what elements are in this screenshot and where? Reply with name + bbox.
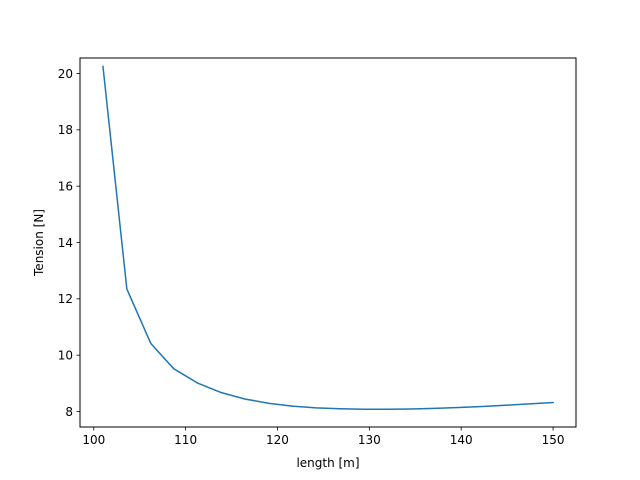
x-tick-label: 120 (266, 433, 289, 447)
plot-area (102, 65, 554, 410)
y-tick-label: 20 (58, 67, 73, 81)
x-axis-label: length [m] (296, 456, 359, 470)
series-line-0 (102, 65, 554, 410)
x-axis: 100 110 120 130 140 150 (82, 427, 564, 447)
y-tick-label: 18 (58, 123, 73, 137)
x-tick-label: 150 (542, 433, 565, 447)
y-axis-label: Tension [N] (32, 209, 46, 277)
x-tick-label: 100 (82, 433, 105, 447)
y-tick-label: 12 (58, 292, 73, 306)
y-axis: 8 10 12 14 16 18 20 (58, 67, 80, 419)
y-tick-label: 8 (65, 405, 73, 419)
y-tick-label: 10 (58, 348, 73, 362)
x-tick-label: 140 (450, 433, 473, 447)
y-tick-label: 16 (58, 179, 73, 193)
x-tick-label: 110 (174, 433, 197, 447)
y-tick-label: 14 (58, 236, 73, 250)
x-tick-label: 130 (358, 433, 381, 447)
